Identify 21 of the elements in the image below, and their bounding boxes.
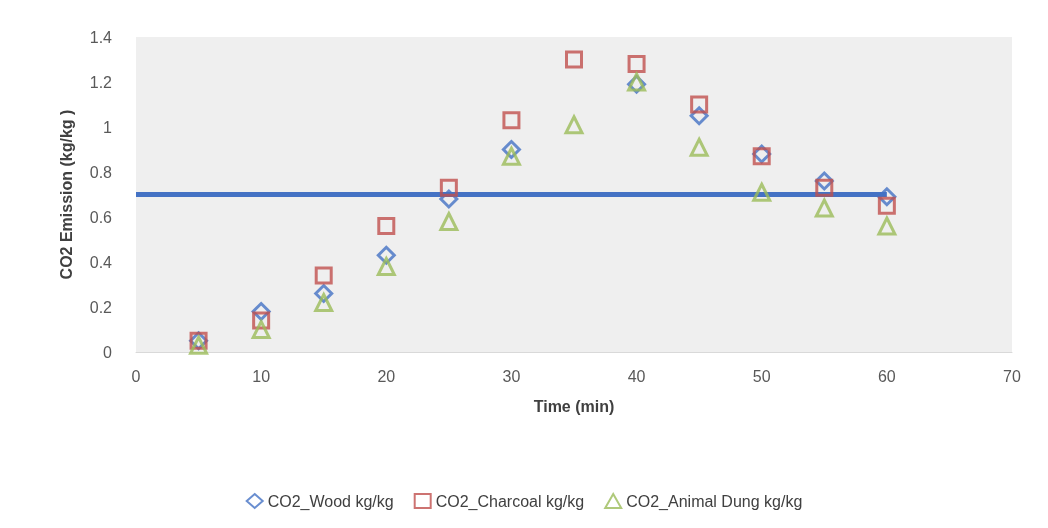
- y-tick-label: 0.2: [89, 298, 113, 316]
- legend-label: CO2_Animal Dung kg/kg: [626, 492, 803, 511]
- y-tick-label: 1.4: [89, 28, 113, 46]
- x-tick-label: 60: [877, 367, 896, 385]
- y-axis-title: CO2 Emission (kg/kg ): [57, 109, 75, 280]
- x-tick-label: 0: [131, 367, 141, 385]
- y-tick-label: 1.2: [89, 73, 113, 91]
- x-tick-label: 40: [627, 367, 646, 385]
- y-tick-label: 1: [103, 118, 113, 136]
- y-tick-label: 0.8: [89, 163, 113, 181]
- x-tick-label: 10: [252, 367, 271, 385]
- y-tick-label: 0.6: [89, 208, 113, 226]
- legend-label: CO2_Charcoal kg/kg: [435, 492, 585, 511]
- y-tick-label: 0: [103, 343, 113, 361]
- x-axis-title: Time (min): [533, 397, 615, 415]
- x-tick-label: 50: [752, 367, 771, 385]
- x-tick-label: 30: [502, 367, 521, 385]
- y-tick-label: 0.4: [89, 253, 113, 271]
- x-tick-label: 20: [377, 367, 396, 385]
- legend-label: CO2_Wood kg/kg: [267, 492, 394, 511]
- x-tick-label: 70: [1003, 367, 1021, 385]
